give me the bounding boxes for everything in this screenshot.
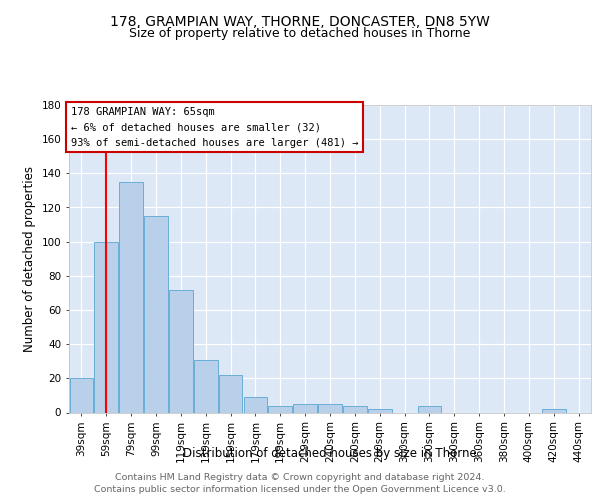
Bar: [169, 290, 193, 412]
Bar: [119, 182, 143, 412]
Y-axis label: Number of detached properties: Number of detached properties: [23, 166, 36, 352]
Bar: [70, 378, 93, 412]
Bar: [219, 375, 242, 412]
Text: Contains public sector information licensed under the Open Government Licence v3: Contains public sector information licen…: [94, 485, 506, 494]
Bar: [293, 404, 317, 412]
Bar: [144, 216, 168, 412]
Text: 178, GRAMPIAN WAY, THORNE, DONCASTER, DN8 5YW: 178, GRAMPIAN WAY, THORNE, DONCASTER, DN…: [110, 15, 490, 29]
Text: 178 GRAMPIAN WAY: 65sqm
← 6% of detached houses are smaller (32)
93% of semi-det: 178 GRAMPIAN WAY: 65sqm ← 6% of detached…: [71, 106, 358, 148]
Text: Distribution of detached houses by size in Thorne: Distribution of detached houses by size …: [183, 448, 477, 460]
Text: Contains HM Land Registry data © Crown copyright and database right 2024.: Contains HM Land Registry data © Crown c…: [115, 472, 485, 482]
Text: Size of property relative to detached houses in Thorne: Size of property relative to detached ho…: [130, 28, 470, 40]
Bar: [343, 406, 367, 412]
Bar: [268, 406, 292, 412]
Bar: [244, 397, 267, 412]
Bar: [418, 406, 441, 412]
Bar: [542, 409, 566, 412]
Bar: [368, 409, 392, 412]
Bar: [318, 404, 342, 412]
Bar: [194, 360, 218, 412]
Bar: [94, 242, 118, 412]
